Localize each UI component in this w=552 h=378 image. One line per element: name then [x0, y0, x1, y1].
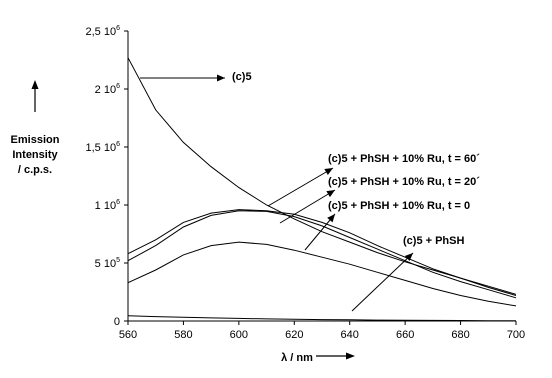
annotation-arrowhead-2	[326, 190, 335, 198]
series-line-2	[127, 210, 517, 299]
annotation-arrowhead-0	[217, 74, 225, 82]
annotation-arrow-4	[351, 252, 414, 312]
y-tick-label: 1,5 106	[86, 141, 121, 154]
x-axis-label: λ / nm	[281, 352, 355, 364]
x-label-arrowhead	[346, 352, 355, 360]
y-tick-label: 0	[114, 316, 120, 328]
x-tick-label: 680	[451, 329, 469, 341]
x-tick-label: 700	[507, 329, 525, 341]
x-tick-label: 640	[341, 329, 359, 341]
y-label-arrowhead	[31, 80, 39, 89]
series-line-4	[127, 315, 517, 322]
y-axis-label: Emission Intensity / c.p.s.	[11, 80, 60, 176]
x-tick-label: 620	[285, 329, 303, 341]
x-tick-label: 600	[230, 329, 248, 341]
y-ticks: 0 5 105 1 106 1,5 106 2 106 2,5 106	[86, 25, 128, 328]
x-tick-label: 560	[119, 329, 137, 341]
annotation-label-3: (c)5 + PhSH + 10% Ru, t = 0	[328, 200, 470, 212]
axes	[127, 31, 516, 322]
annotation-arrow-2	[279, 189, 336, 224]
y-tick-label: 1 106	[95, 199, 120, 212]
annotation-label-0: (c)5	[232, 71, 252, 83]
x-ticks: 560 580 600 620 640 660 680 700	[119, 321, 525, 341]
series-line-1	[127, 209, 517, 296]
y-tick-label: 5 105	[95, 257, 120, 270]
series-line-3	[127, 241, 517, 307]
x-label: λ / nm	[281, 352, 313, 364]
y-label-line-1: Emission	[11, 134, 60, 146]
annotation-arrow-1	[267, 167, 334, 207]
annotation-arrowhead-1	[324, 168, 333, 176]
y-tick-label: 2,5 106	[86, 25, 121, 38]
annotation-arrowhead-4	[404, 253, 413, 262]
x-tick-label: 660	[396, 329, 414, 341]
y-label-line-3: / c.p.s.	[18, 164, 52, 176]
annotations: (c)5 (c)5 + PhSH + 10% Ru, t = 60´ (c)5 + …	[140, 71, 480, 312]
x-tick-label: 580	[174, 329, 192, 341]
annotation-arrowhead-3	[327, 214, 335, 223]
series-lines	[127, 57, 517, 322]
annotation-label-1: (c)5 + PhSH + 10% Ru, t = 60´	[328, 153, 480, 165]
y-tick-label: 2 106	[95, 83, 120, 96]
annotation-label-2: (c)5 + PhSH + 10% Ru, t = 20´	[328, 176, 480, 188]
annotation-label-4: (c)5 + PhSH	[403, 235, 464, 247]
y-label-line-2: Intensity	[12, 149, 58, 161]
